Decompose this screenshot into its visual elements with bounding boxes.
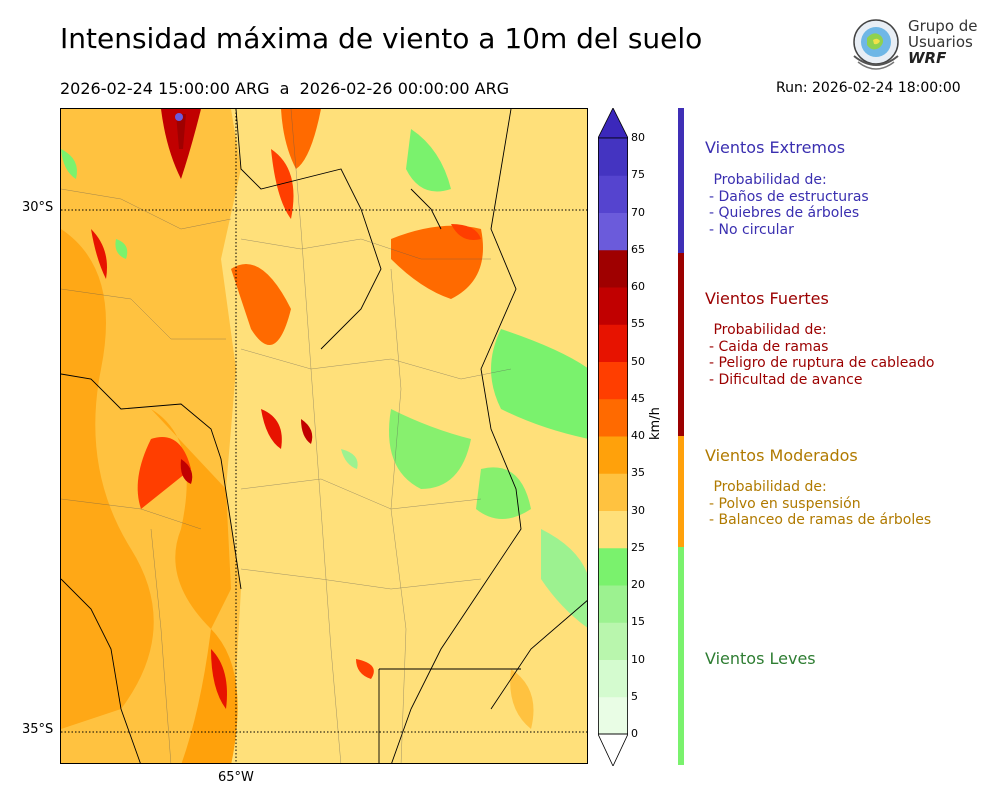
run-time: Run: 2026-02-24 18:00:00	[776, 80, 961, 96]
lat-label-35s: 35°S	[22, 722, 54, 737]
desc-line: - Dificultad de avance	[709, 371, 863, 388]
colorbar-segment	[598, 175, 628, 213]
colorbar-segment	[598, 287, 628, 325]
desc-line: - Balanceo de ramas de árboles	[709, 512, 932, 528]
logo-line-3: WRF	[908, 49, 947, 67]
colorbar-tick-label: 20	[631, 578, 645, 591]
colorbar-segment	[598, 436, 628, 474]
globe-icon	[853, 19, 899, 70]
desc-line: - Daños de estructuras	[709, 188, 869, 205]
colorbar-segment	[598, 696, 628, 735]
page-title: Intensidad máxima de viento a 10m del su…	[60, 22, 703, 55]
category-bar-moderados	[678, 436, 684, 547]
desc-line: - Peligro de ruptura de cableado	[709, 355, 935, 371]
colorbar-tick-label: 80	[631, 131, 645, 144]
category-bar-extremos	[678, 108, 684, 253]
colorbar-tick-label: 5	[631, 689, 638, 703]
desc-line: Probabilidad de:	[709, 172, 827, 188]
colorbar-segment	[598, 324, 628, 362]
colorbar-tick-label: 60	[631, 280, 645, 293]
desc-line: Probabilidad de:	[709, 322, 827, 338]
logo-line-1: Grupo de	[908, 17, 978, 35]
category-title-fuertes: Vientos Fuertes	[705, 289, 829, 308]
colorbar-tick-label: 50	[631, 354, 645, 368]
lon-label-65w: 65°W	[218, 770, 254, 785]
colorbar-tick-label: 55	[631, 317, 645, 331]
colorbar-tick-label: 30	[631, 503, 645, 517]
colorbar-extend-min	[598, 733, 628, 766]
colorbar-segment	[598, 249, 628, 288]
colorbar-segment	[598, 212, 628, 251]
colorbar-tick-label: 15	[631, 615, 645, 629]
colorbar-tick-label: 35	[631, 466, 645, 480]
desc-line: Probabilidad de:	[709, 479, 827, 495]
colorbar-segment	[598, 659, 628, 698]
category-bar-fuertes	[678, 253, 684, 436]
colorbar-segment	[598, 398, 628, 437]
desc-line: - Caida de ramas	[709, 338, 829, 355]
colorbar-tick-label: 65	[631, 242, 645, 256]
desc-line: - No circular	[709, 221, 794, 238]
colorbar-segment	[598, 585, 628, 623]
category-title-leves: Vientos Leves	[705, 649, 816, 668]
forecast-period: 2026-02-24 15:00:00 ARG a 2026-02-26 00:…	[60, 79, 510, 98]
wind-map	[60, 108, 588, 764]
colorbar-segment	[598, 473, 628, 511]
colorbar-tick-label: 25	[631, 540, 645, 554]
category-desc-fuertes: Probabilidad de: - Caida de ramas - Peli…	[709, 322, 934, 388]
colorbar	[598, 108, 628, 766]
category-bar-leves	[678, 547, 684, 765]
colorbar-segment	[598, 510, 628, 549]
colorbar-extend-max	[598, 108, 628, 139]
lat-label-30s: 30°S	[22, 200, 54, 215]
category-title-extremos: Vientos Extremos	[705, 138, 846, 157]
category-title-moderados: Vientos Moderados	[705, 446, 858, 465]
colorbar-tick-label: 0	[631, 727, 638, 740]
colorbar-tick-label: 40	[631, 429, 645, 442]
colorbar-tick-label: 70	[631, 205, 645, 219]
colorbar-unit: km/h	[648, 407, 663, 440]
logo-line-2: Usuarios	[908, 33, 973, 51]
desc-line: - Quiebres de árboles	[709, 205, 860, 221]
colorbar-segment	[598, 622, 628, 660]
colorbar-tick-label: 10	[631, 652, 645, 666]
colorbar-segment	[598, 547, 628, 586]
colorbar-tick-label: 75	[631, 168, 645, 182]
category-desc-extremos: Probabilidad de: - Daños de estructuras …	[709, 172, 869, 238]
wrf-logo: Grupo de Usuarios WRF	[848, 16, 978, 72]
colorbar-segment	[598, 361, 628, 400]
category-desc-moderados: Probabilidad de: - Polvo en suspensión -…	[709, 479, 931, 529]
colorbar-tick-label: 45	[631, 391, 645, 405]
wind-field	[61, 109, 587, 763]
desc-line: - Polvo en suspensión	[709, 495, 861, 512]
colorbar-segment	[598, 138, 628, 176]
